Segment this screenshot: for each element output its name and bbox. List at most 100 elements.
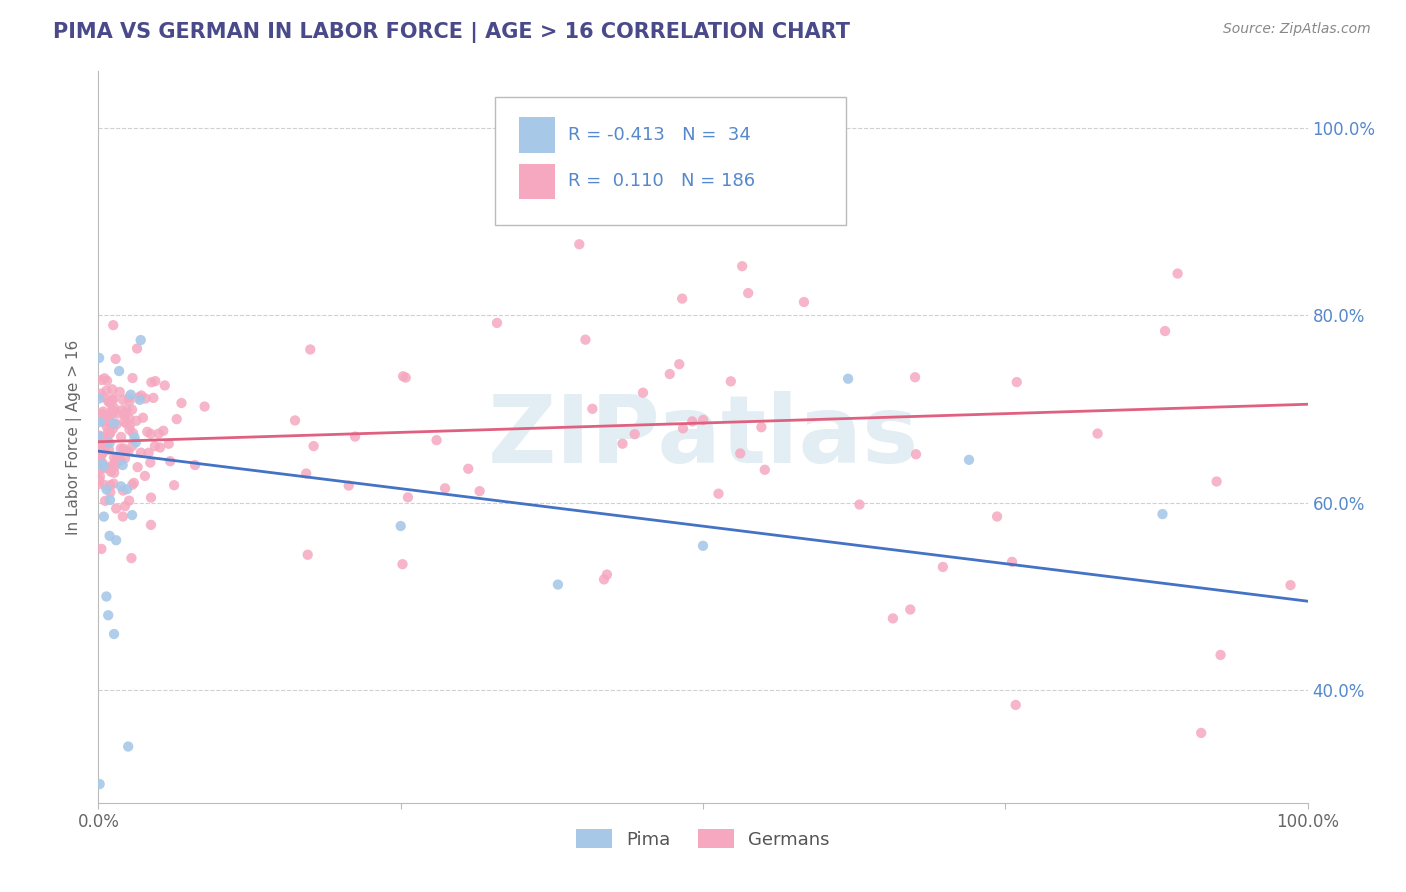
- Point: [105, 417, 128, 432]
- Point: [108, 364, 131, 378]
- Point: [125, 414, 148, 428]
- Point: [153, 378, 176, 392]
- Point: [606, 195, 628, 210]
- Point: [426, 433, 449, 447]
- Point: [103, 417, 125, 431]
- Point: [98, 493, 121, 508]
- Point: [121, 477, 143, 491]
- Point: [93, 415, 115, 429]
- Point: [1154, 324, 1177, 338]
- Point: [139, 426, 162, 441]
- Point: [707, 486, 730, 500]
- Text: R =  0.110   N = 186: R = 0.110 N = 186: [568, 172, 755, 190]
- Point: [105, 450, 128, 464]
- Point: [1005, 375, 1028, 389]
- Point: [284, 413, 307, 427]
- Point: [1167, 267, 1189, 281]
- Point: [97, 409, 120, 423]
- Point: [87, 392, 110, 406]
- Point: [105, 501, 128, 516]
- Point: [122, 426, 145, 441]
- Point: [129, 445, 152, 459]
- Point: [91, 456, 114, 470]
- Point: [112, 415, 135, 429]
- Point: [139, 517, 162, 532]
- Point: [121, 402, 143, 417]
- Point: [89, 463, 111, 477]
- Point: [110, 453, 132, 467]
- Point: [90, 434, 112, 448]
- Point: [149, 441, 172, 455]
- Point: [89, 428, 111, 442]
- Point: [141, 376, 163, 390]
- Point: [631, 385, 654, 400]
- Point: [90, 373, 112, 387]
- Point: [114, 409, 136, 423]
- Point: [882, 611, 904, 625]
- Point: [97, 442, 120, 457]
- Point: [112, 483, 135, 498]
- Point: [128, 392, 150, 407]
- Point: [118, 423, 141, 437]
- Point: [131, 388, 153, 402]
- Point: [392, 369, 415, 384]
- Point: [94, 478, 117, 492]
- Point: [98, 396, 121, 410]
- Point: [115, 482, 138, 496]
- Point: [101, 392, 124, 407]
- Point: [111, 458, 134, 472]
- Point: [93, 458, 115, 473]
- Point: [114, 499, 136, 513]
- Point: [681, 414, 703, 428]
- Point: [89, 415, 111, 429]
- Point: [91, 447, 114, 461]
- Point: [932, 560, 955, 574]
- Point: [1209, 648, 1232, 662]
- Point: [93, 443, 115, 458]
- Point: [87, 429, 110, 443]
- Point: [91, 404, 114, 418]
- Point: [122, 475, 145, 490]
- Point: [547, 577, 569, 591]
- Point: [134, 392, 156, 406]
- Point: [143, 439, 166, 453]
- Point: [737, 286, 759, 301]
- Point: [104, 454, 127, 468]
- Point: [129, 333, 152, 347]
- Point: [112, 408, 135, 422]
- Point: [103, 466, 125, 480]
- Point: [103, 476, 125, 491]
- Point: [170, 396, 193, 410]
- Point: [89, 469, 111, 483]
- Point: [731, 259, 754, 273]
- Point: [108, 384, 131, 399]
- Point: [389, 519, 412, 533]
- Point: [118, 394, 141, 409]
- Point: [112, 442, 135, 456]
- Point: [1087, 426, 1109, 441]
- Point: [93, 461, 115, 475]
- Point: [166, 412, 188, 426]
- Point: [152, 424, 174, 438]
- Point: [344, 429, 367, 443]
- Point: [302, 439, 325, 453]
- Point: [1004, 698, 1026, 712]
- Point: [104, 459, 127, 474]
- Point: [90, 441, 112, 455]
- Point: [93, 371, 115, 385]
- Point: [96, 435, 118, 450]
- Point: [395, 370, 418, 384]
- Point: [93, 390, 115, 404]
- Point: [93, 458, 115, 473]
- Point: [568, 237, 591, 252]
- Point: [128, 390, 150, 404]
- Point: [658, 367, 681, 381]
- Point: [793, 295, 815, 310]
- Point: [299, 343, 322, 357]
- Point: [90, 430, 112, 444]
- Point: [159, 454, 181, 468]
- Point: [581, 401, 603, 416]
- Point: [337, 478, 360, 492]
- Point: [89, 473, 111, 487]
- Point: [728, 446, 751, 460]
